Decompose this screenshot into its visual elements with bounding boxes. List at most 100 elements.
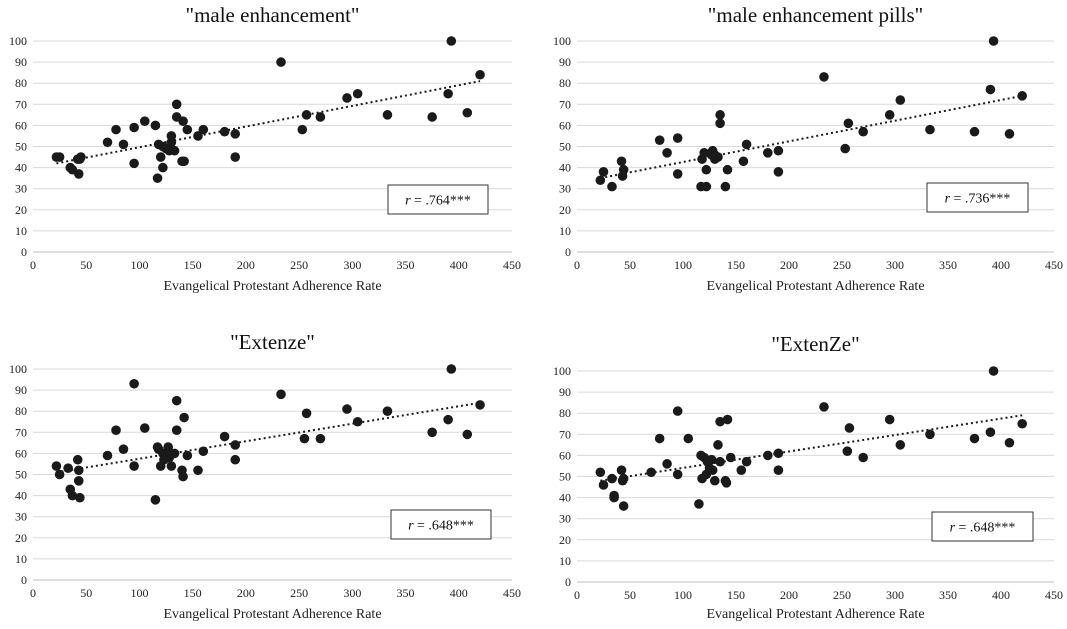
y-tick-label: 100 — [553, 364, 571, 378]
data-point — [163, 442, 173, 452]
data-point — [230, 440, 241, 450]
y-tick-label: 10 — [559, 224, 571, 238]
y-tick-label: 90 — [559, 55, 571, 69]
data-point — [699, 148, 709, 158]
y-tick-label: 40 — [15, 489, 27, 503]
x-tick-label: 300 — [886, 258, 904, 272]
x-tick-label: 50 — [80, 586, 92, 600]
y-tick-label: 100 — [553, 34, 571, 48]
data-point — [75, 154, 85, 164]
x-tick-label: 350 — [939, 258, 957, 272]
correlation-label: r = .764*** — [405, 194, 471, 209]
y-tick-label: 40 — [15, 161, 27, 175]
chart-panel-1: "male enhancement" 0 10 20 30 40 50 60 70 80 90 100… — [9, 3, 521, 294]
data-point — [51, 461, 62, 471]
data-point — [895, 95, 906, 105]
data-point — [54, 152, 65, 162]
data-point — [297, 124, 308, 135]
x-tick-label: 0 — [30, 258, 36, 272]
data-point — [166, 461, 177, 471]
x-tick-label: 100 — [674, 258, 692, 272]
x-tick-label: 450 — [503, 258, 521, 272]
data-point — [73, 465, 84, 476]
data-point — [844, 423, 855, 433]
x-axis-label: Evangelical Protestant Adherence Rate — [163, 607, 381, 622]
y-tick-label: 80 — [559, 76, 571, 90]
x-tick-label: 50 — [624, 588, 636, 602]
data-point — [166, 137, 177, 148]
data-point — [618, 501, 629, 511]
data-point — [102, 137, 113, 148]
data-point — [230, 454, 241, 465]
data-point — [72, 454, 83, 465]
y-tick-label: 60 — [15, 446, 27, 460]
y-tick-label: 70 — [559, 97, 571, 111]
x-axis-label: Evangelical Protestant Adherence Rate — [706, 607, 924, 622]
data-point — [715, 118, 725, 129]
x-tick-label: 350 — [939, 588, 957, 602]
y-tick-label: 60 — [559, 448, 571, 462]
y-tick-label: 80 — [15, 76, 27, 90]
data-point — [722, 164, 733, 175]
data-point — [169, 448, 180, 459]
chart-panel-2: "male enhancement pills" 0 10 20 30 40 50 60 70 8… — [553, 3, 1063, 294]
x-tick-label: 100 — [130, 258, 148, 272]
y-tick-label: 20 — [15, 531, 27, 545]
data-point — [1004, 437, 1015, 448]
data-point — [672, 406, 683, 416]
x-tick-label: 250 — [833, 588, 851, 602]
data-point — [713, 440, 723, 450]
data-point — [382, 110, 393, 120]
correlation-label: r = .736*** — [945, 192, 1011, 207]
y-tick-label: 0 — [21, 573, 27, 587]
data-point — [178, 471, 188, 482]
data-point — [150, 120, 161, 131]
x-tick-label: 100 — [130, 586, 148, 600]
data-point — [67, 490, 78, 501]
x-tick-label: 200 — [237, 586, 255, 600]
data-point — [773, 465, 784, 475]
x-tick-label: 300 — [886, 588, 904, 602]
data-point — [158, 162, 168, 173]
data-point — [299, 433, 310, 444]
y-tick-label: 50 — [559, 470, 571, 484]
data-point — [842, 446, 853, 456]
data-point — [155, 152, 166, 162]
correlation-box — [390, 509, 492, 540]
data-point — [819, 72, 829, 82]
x-tick-label: 300 — [343, 258, 361, 272]
x-tick-label: 400 — [992, 588, 1010, 602]
data-point — [763, 148, 773, 158]
data-point — [858, 126, 868, 137]
data-point — [858, 452, 868, 463]
data-point — [315, 433, 326, 444]
data-point — [725, 452, 736, 463]
data-point — [616, 156, 627, 167]
data-point — [988, 366, 999, 376]
correlation-symbol: r — [945, 192, 951, 207]
x-tick-label: 50 — [80, 258, 92, 272]
data-point — [276, 57, 286, 67]
data-point — [462, 429, 473, 440]
x-tick-label: 450 — [1045, 588, 1063, 602]
data-point — [701, 164, 712, 175]
y-tick-label: 20 — [559, 203, 571, 217]
data-point — [713, 152, 723, 162]
chart-panel-3: "Extenze" 0 10 20 30 40 50 60 70 80 90 100 0 50 100 150… — [9, 330, 521, 622]
data-point — [925, 124, 935, 135]
data-point — [129, 122, 139, 133]
y-tick-label: 30 — [559, 512, 571, 526]
data-point — [988, 36, 999, 46]
data-point — [1017, 91, 1027, 101]
chart-title: "ExtenZe" — [771, 332, 859, 356]
data-point — [139, 116, 150, 126]
y-tick-label: 100 — [9, 34, 27, 48]
data-point — [662, 148, 672, 158]
data-point — [672, 133, 683, 143]
data-point — [427, 427, 437, 438]
data-point — [672, 169, 683, 179]
chart-panel-4: "ExtenZe" 0 10 20 30 40 50 60 70 80 90 100 0 50 100 150… — [553, 332, 1063, 622]
data-point — [616, 465, 627, 475]
data-point — [1004, 129, 1015, 139]
x-tick-label: 250 — [290, 258, 308, 272]
